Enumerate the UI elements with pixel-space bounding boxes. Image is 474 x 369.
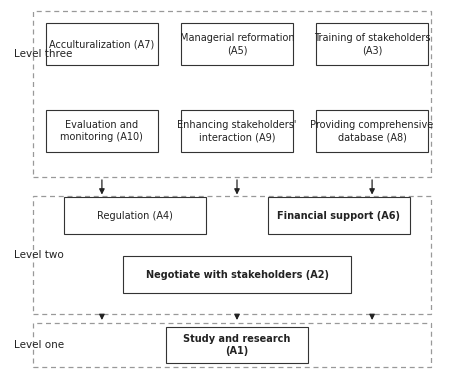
Text: Managerial reformation
(A5): Managerial reformation (A5) [180, 33, 294, 55]
Bar [181, 23, 292, 66]
Text: Level two: Level two [14, 249, 64, 260]
Text: Training of stakeholders
(A3): Training of stakeholders (A3) [314, 33, 430, 55]
Bar [46, 110, 157, 152]
Bar [33, 11, 431, 177]
Text: Study and research
(A1): Study and research (A1) [183, 334, 291, 356]
Bar [316, 110, 428, 152]
Text: Providing comprehensive
database (A8): Providing comprehensive database (A8) [310, 120, 434, 142]
Bar [64, 197, 206, 234]
Text: Financial support (A6): Financial support (A6) [277, 211, 401, 221]
Text: Level three: Level three [14, 48, 73, 59]
Bar [33, 323, 431, 367]
Bar [46, 23, 157, 66]
Text: Enhancing stakeholders'
interaction (A9): Enhancing stakeholders' interaction (A9) [177, 120, 297, 142]
Bar [181, 110, 292, 152]
Bar [166, 327, 308, 363]
Bar [33, 196, 431, 314]
Bar [123, 256, 351, 293]
Bar [268, 197, 410, 234]
Text: Level one: Level one [14, 340, 64, 350]
Text: Acculturalization (A7): Acculturalization (A7) [49, 39, 155, 49]
Bar [316, 23, 428, 66]
Text: Negotiate with stakeholders (A2): Negotiate with stakeholders (A2) [146, 270, 328, 280]
Text: Evaluation and
monitoring (A10): Evaluation and monitoring (A10) [61, 120, 143, 142]
Text: Regulation (A4): Regulation (A4) [97, 211, 173, 221]
